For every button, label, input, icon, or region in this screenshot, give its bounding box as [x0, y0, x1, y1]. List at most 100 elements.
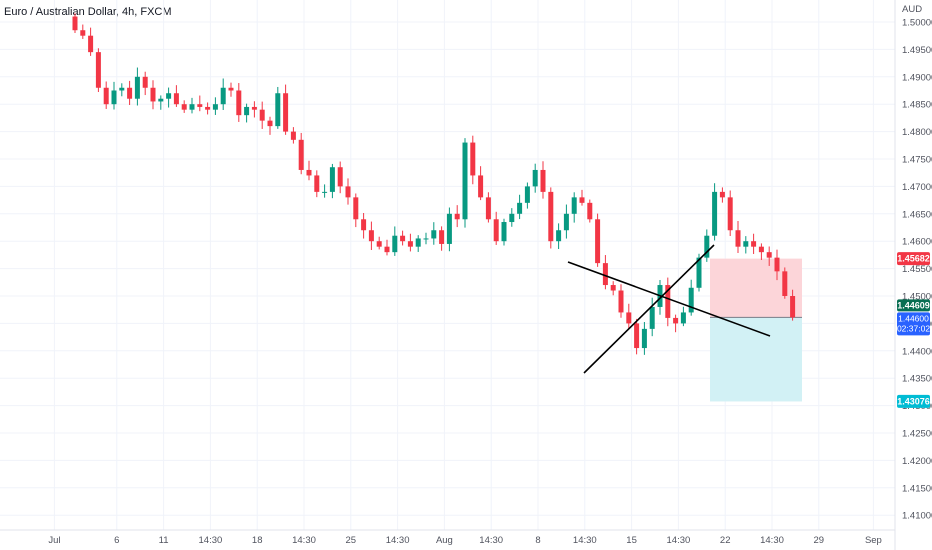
last-price-tag-bg: [897, 299, 930, 312]
candle-body: [641, 328, 647, 349]
candle-body: [673, 317, 679, 324]
ascending-trendline[interactable]: [583, 244, 715, 374]
candle-body: [439, 230, 445, 244]
candle-body: [220, 87, 226, 105]
candle-body: [532, 169, 538, 187]
candle-body: [493, 219, 499, 242]
candle-body: [384, 246, 390, 253]
candle-body: [743, 241, 749, 247]
candle-body: [251, 106, 257, 110]
candle-body: [353, 197, 359, 220]
candle-body: [306, 169, 312, 176]
candle-body: [361, 219, 367, 231]
last-price-tag: 1.44609: [897, 300, 930, 310]
x-tick-label: Sep: [865, 535, 882, 546]
candle-body: [704, 235, 710, 258]
candle-body: [509, 213, 515, 223]
candle-body: [275, 93, 281, 127]
candle-body: [407, 241, 413, 247]
candle-body: [298, 139, 304, 170]
x-tick-label: 14:30: [292, 535, 316, 546]
candle-body: [758, 246, 764, 253]
candle-body: [540, 169, 546, 192]
candles: [72, 13, 796, 355]
y-tick-label: 1.42000: [902, 456, 932, 467]
candle-body: [712, 191, 718, 236]
y-tick-label: 1.42500: [902, 429, 932, 440]
y-tick-label: 1.49500: [902, 45, 932, 56]
candle-body: [462, 142, 468, 220]
candle-body: [88, 35, 94, 53]
candle-body: [423, 238, 429, 240]
candle-body: [345, 186, 351, 198]
y-tick-label: 1.46500: [902, 209, 932, 220]
candle-body: [337, 167, 343, 187]
candle-body: [150, 87, 156, 102]
candle-body: [501, 222, 507, 242]
candle-body: [688, 287, 694, 313]
x-tick-label: 14:30: [667, 535, 691, 546]
x-tick-label: 14:30: [199, 535, 223, 546]
candle-body: [283, 93, 289, 132]
candle-body: [680, 312, 686, 324]
x-tick-label: 25: [346, 535, 357, 546]
candle-body: [236, 90, 242, 116]
y-tick-label: 1.48000: [902, 127, 932, 138]
candle-body: [72, 16, 78, 31]
candle-body: [727, 197, 733, 231]
x-tick-label: 14:30: [479, 535, 503, 546]
candle-body: [103, 87, 109, 105]
candle-body: [610, 285, 616, 291]
candle-body: [719, 191, 725, 198]
y-tick-label: 1.45000: [902, 292, 932, 303]
x-tick-label: 14:30: [760, 535, 784, 546]
y-tick-label: 1.47000: [902, 182, 932, 193]
candle-body: [446, 213, 452, 244]
candle-body: [329, 167, 335, 192]
candle-body: [314, 175, 320, 192]
x-tick-label: 6: [114, 535, 119, 546]
candle-body: [517, 202, 523, 214]
y-tick-label: 1.44000: [902, 346, 932, 357]
y-tick-label: 1.41500: [902, 483, 932, 494]
candle-body: [782, 271, 788, 296]
current-price-sub: 1.44600: [898, 313, 929, 323]
candle-body: [563, 213, 569, 231]
candle-body: [665, 285, 671, 318]
stop-price-tag-bg: [897, 252, 930, 266]
candle-body: [571, 197, 577, 214]
candle-body: [142, 76, 148, 88]
candle-body: [579, 197, 585, 203]
candle-body: [548, 191, 554, 242]
candle-body: [618, 290, 624, 313]
candle-body: [127, 87, 133, 99]
stop-loss-zone[interactable]: [710, 258, 802, 318]
candle-body: [751, 241, 757, 247]
y-tick-label: 1.48500: [902, 100, 932, 111]
candle-body: [197, 104, 203, 107]
candle-body: [766, 252, 772, 258]
x-tick-label: 8: [535, 535, 540, 546]
candle-body: [478, 175, 484, 198]
y-tick-label: 1.50000: [902, 18, 932, 29]
trendlines[interactable]: [567, 244, 771, 374]
candle-body: [454, 213, 460, 220]
descending-trendline[interactable]: [567, 261, 771, 337]
candle-body: [392, 235, 398, 253]
candle-body: [587, 202, 593, 220]
x-tick-label: Jul: [48, 535, 60, 546]
candle-body: [556, 230, 562, 242]
countdown-label: 02:37:02: [897, 323, 930, 333]
candle-body: [774, 257, 780, 272]
candle-body: [173, 93, 179, 105]
candle-body: [134, 76, 140, 99]
candle-body: [431, 230, 437, 239]
candle-body: [259, 109, 265, 121]
candle-body: [790, 296, 796, 318]
candle-body: [95, 52, 101, 88]
x-tick-label: 14:30: [386, 535, 410, 546]
y-tick-label: 1.47500: [902, 155, 932, 166]
